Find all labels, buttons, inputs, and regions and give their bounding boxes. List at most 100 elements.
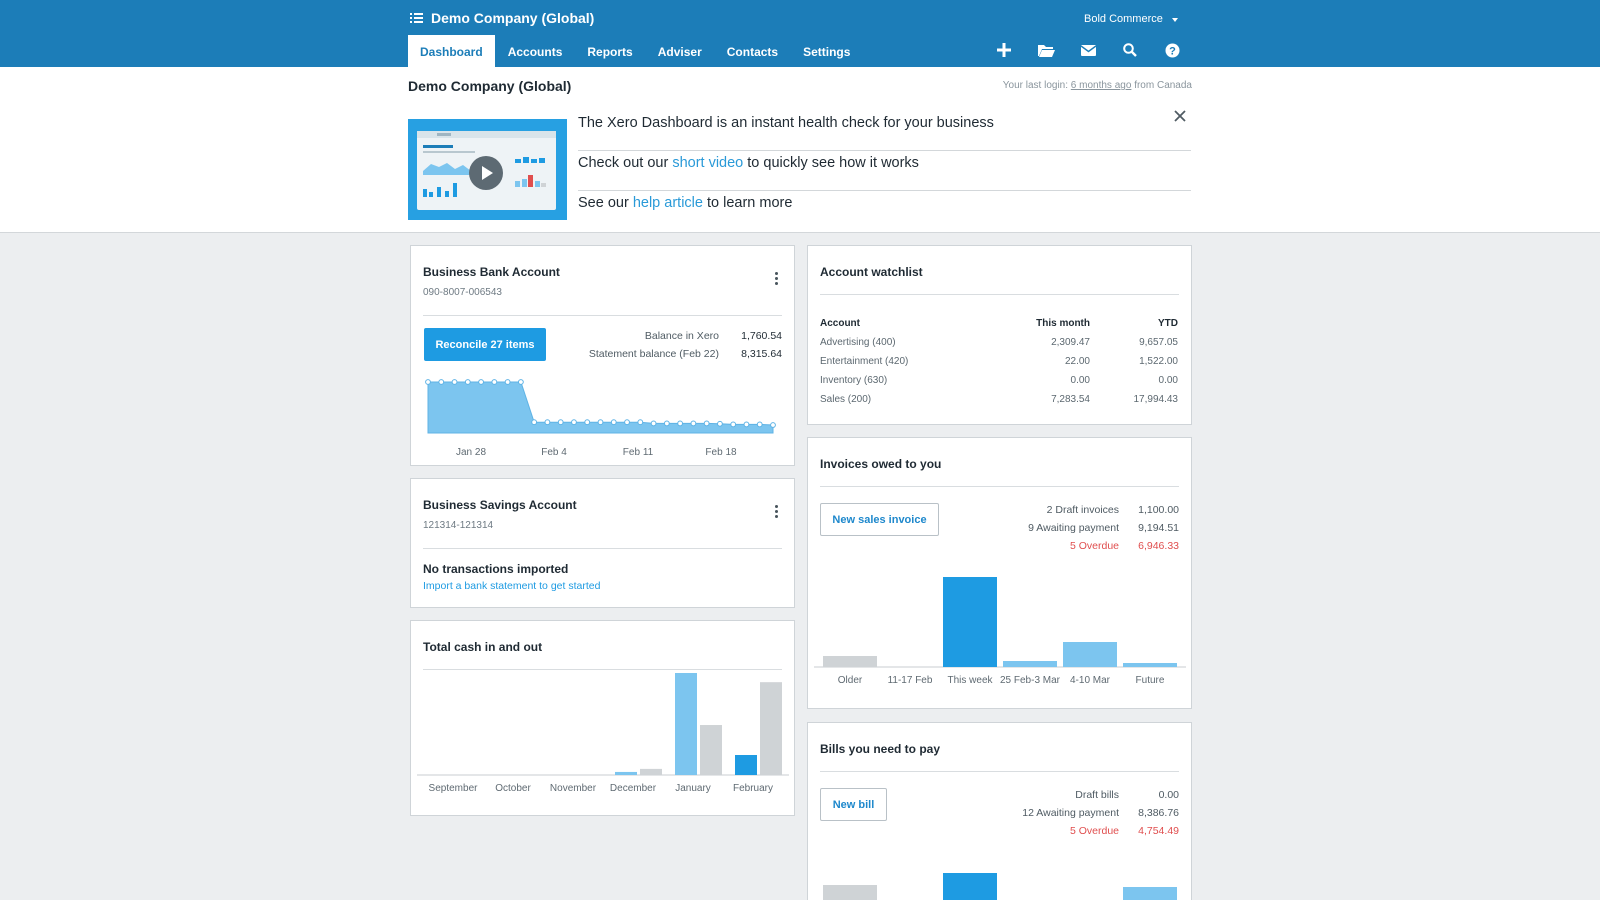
intro-text: The Xero Dashboard is an instant health … (578, 111, 1191, 231)
play-icon[interactable] (469, 156, 503, 190)
close-icon[interactable] (1174, 109, 1186, 122)
add-icon[interactable] (995, 41, 1013, 59)
data-point (730, 421, 737, 428)
divider (820, 294, 1179, 295)
page-title: Demo Company (Global) (408, 78, 572, 94)
bills-chart (823, 873, 1177, 900)
bills-title[interactable]: Bills you need to pay (820, 742, 941, 756)
bar (1003, 661, 1057, 667)
divider (423, 669, 782, 670)
x-tick-label: September (428, 783, 478, 794)
data-point (438, 379, 445, 385)
x-tick-label: Older (837, 675, 863, 686)
draft-invoices-link[interactable]: 2 Draft invoices (1046, 504, 1119, 516)
invoice-summary-values: 1,100.00 9,194.51 6,946.33 (1138, 504, 1179, 552)
awaiting-payment-link[interactable]: 9 Awaiting payment (1028, 522, 1119, 534)
bank-account-number: 090-8007-006543 (423, 287, 502, 298)
reconcile-button[interactable]: Reconcile 27 items (424, 328, 546, 361)
bank-account-title[interactable]: Business Bank Account (423, 265, 560, 279)
watchlist-title: Account watchlist (820, 265, 923, 279)
balance-labels: Balance in Xero Statement balance (Feb 2… (588, 330, 719, 360)
tab-settings[interactable]: Settings (803, 45, 851, 59)
bar (1123, 887, 1177, 900)
invoices-title[interactable]: Invoices owed to you (820, 457, 942, 471)
data-point (743, 421, 750, 428)
svg-text:?: ? (1169, 45, 1176, 57)
statement-balance-value: 8,315.64 (741, 348, 782, 360)
total-cash-title: Total cash in and out (423, 640, 543, 654)
bill-summary-labels: Draft bills 12 Awaiting payment 5 Overdu… (1022, 786, 1119, 840)
bar (943, 873, 997, 900)
last-login-link[interactable]: 6 months ago (1070, 80, 1132, 91)
divider (423, 315, 782, 316)
dashboard-header: Demo Company (Global) Your last login: 6… (0, 67, 1600, 233)
video-thumbnail[interactable] (408, 119, 567, 220)
data-point (425, 379, 431, 385)
watchlist-table: Account This month YTD Advertising (400)… (820, 314, 1178, 409)
chevron-down-icon (1171, 17, 1178, 22)
bank-account-card: Business Bank Account 090-8007-006543 Re… (410, 245, 795, 466)
bank-balance-chart (425, 379, 776, 434)
user-menu[interactable]: Bold Commerce (1084, 13, 1178, 25)
bills-card: Bills you need to pay New bill Draft bil… (807, 722, 1192, 900)
help-icon[interactable]: ? (1163, 41, 1181, 59)
data-point (557, 419, 564, 426)
bar (700, 725, 722, 775)
x-tick-label: 4-10 Mar (1069, 675, 1111, 686)
data-point (584, 419, 591, 426)
table-row[interactable]: Sales (200) 7,283.54 17,994.43 (820, 394, 1178, 405)
data-point (451, 379, 458, 385)
data-point (637, 419, 644, 426)
user-menu-label: Bold Commerce (1084, 13, 1163, 25)
bar (735, 755, 757, 775)
bar (1063, 642, 1117, 667)
savings-account-title[interactable]: Business Savings Account (423, 498, 577, 512)
x-tick-label: Future (1135, 675, 1165, 686)
data-point (544, 419, 551, 426)
tab-accounts[interactable]: Accounts (507, 45, 563, 59)
mail-icon[interactable] (1079, 41, 1097, 59)
new-bill-button[interactable]: New bill (820, 788, 887, 821)
short-video-link[interactable]: short video (672, 155, 744, 171)
x-tick-label: Feb 4 (541, 447, 567, 458)
invoices-chart (814, 577, 1186, 668)
cash-chart (417, 673, 789, 776)
top-bar: Demo Company (Global) Bold Commerce Dash… (0, 0, 1600, 67)
tab-dashboard[interactable]: Dashboard (408, 35, 495, 67)
divider (423, 548, 782, 549)
toolbar-icons: ? (995, 41, 1205, 59)
table-row[interactable]: Advertising (400) 2,309.47 9,657.05 (820, 337, 1178, 348)
bar (823, 656, 877, 667)
data-point (464, 379, 471, 385)
bar (615, 771, 637, 775)
search-icon[interactable] (1121, 41, 1139, 59)
overdue-link[interactable]: 5 Overdue (1069, 825, 1119, 837)
table-row[interactable]: Inventory (630) 0.00 0.00 (820, 375, 1178, 386)
tab-reports[interactable]: Reports (587, 45, 633, 59)
help-article-link[interactable]: help article (632, 195, 703, 211)
overdue-link[interactable]: 5 Overdue (1069, 540, 1119, 552)
bar (1123, 663, 1177, 667)
folder-icon[interactable] (1037, 41, 1055, 59)
x-tick-label: Feb 11 (622, 447, 654, 458)
data-point (770, 422, 776, 428)
x-tick-label: October (495, 783, 531, 794)
bar (760, 682, 782, 775)
table-header: Account This month YTD (820, 318, 1178, 329)
draft-bills-link[interactable]: Draft bills (1075, 789, 1119, 801)
more-options-icon[interactable] (775, 272, 778, 287)
bill-summary-values: 0.00 8,386.76 4,754.49 (1138, 789, 1179, 837)
data-point (650, 420, 657, 427)
tab-adviser[interactable]: Adviser (657, 45, 702, 59)
table-row[interactable]: Entertainment (420) 22.00 1,522.00 (820, 356, 1178, 367)
import-statement-link[interactable]: Import a bank statement to get started (423, 580, 601, 592)
data-point (624, 419, 630, 426)
tab-contacts[interactable]: Contacts (726, 45, 779, 59)
org-switcher[interactable]: Demo Company (Global) (410, 10, 594, 26)
more-options-icon[interactable] (775, 505, 778, 520)
awaiting-payment-link[interactable]: 12 Awaiting payment (1022, 807, 1119, 819)
new-sales-invoice-button[interactable]: New sales invoice (820, 503, 939, 536)
data-point (756, 421, 763, 428)
invoices-card: Invoices owed to you New sales invoice 2… (807, 437, 1192, 709)
divider (820, 486, 1179, 487)
